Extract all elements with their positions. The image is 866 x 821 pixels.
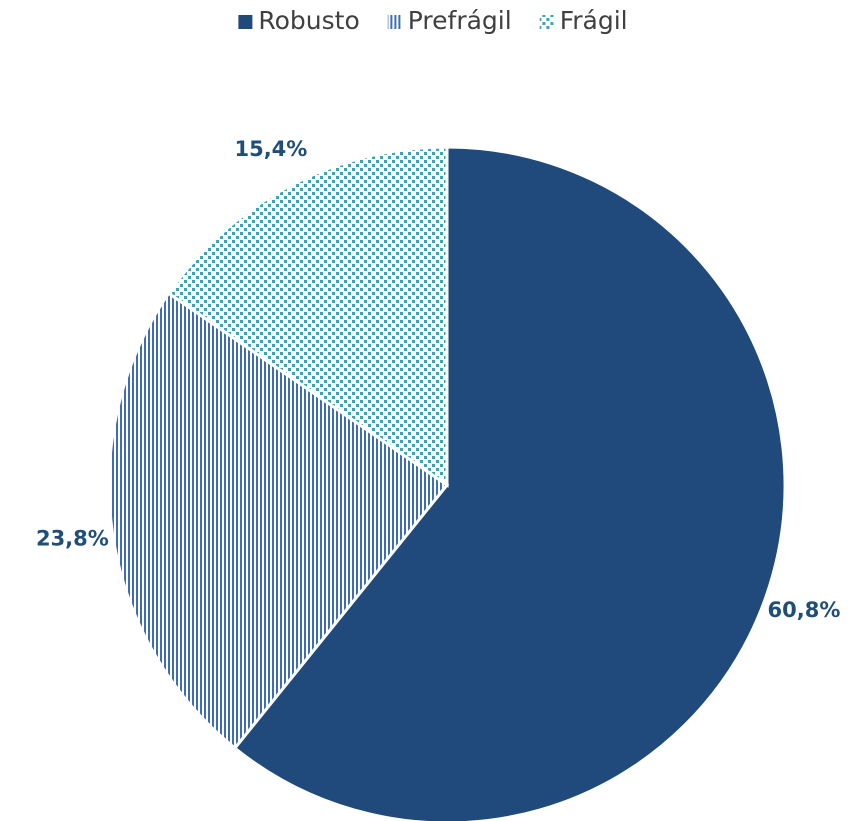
- pie-slice: [107, 291, 450, 751]
- slice-label: 23,8%: [36, 527, 109, 551]
- legend: Robusto Prefrágil Frágil: [238, 6, 628, 35]
- pie-slice: [232, 145, 787, 821]
- legend-label: Robusto: [258, 6, 359, 35]
- legend-label: Prefrágil: [408, 6, 512, 35]
- slice-label: 15,4%: [234, 137, 307, 161]
- slice-label: 60,8%: [768, 598, 841, 622]
- legend-marker: [387, 15, 402, 29]
- legend-marker: [238, 15, 253, 29]
- legend-label: Frágil: [560, 6, 628, 35]
- legend-marker: [539, 15, 554, 29]
- pie-slice: [166, 145, 449, 488]
